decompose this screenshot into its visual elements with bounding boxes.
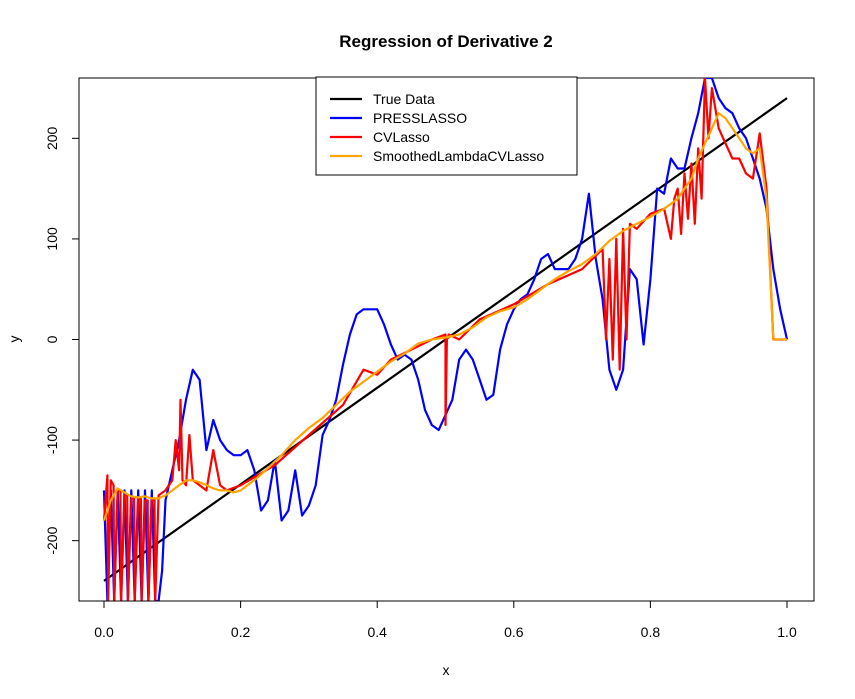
legend: True Data PRESSLASSO CVLasso SmoothedLambda… — [315, 76, 578, 176]
series-line-smoothedlambdacvlasso — [102, 112, 787, 521]
x-tick-label: 0.2 — [231, 624, 251, 640]
y-tick-label: -100 — [44, 426, 60, 454]
y-tick-label: 0 — [44, 335, 60, 343]
x-tick-label: 0.8 — [641, 624, 661, 640]
y-tick-label: -200 — [44, 526, 60, 554]
y-axis-label: y — [6, 336, 22, 343]
legend-label: SmoothedLambdaCVLasso — [373, 148, 544, 164]
x-tick-label: 0.6 — [504, 624, 524, 640]
legend-box — [315, 76, 578, 176]
x-tick-label: 0.4 — [367, 624, 387, 640]
chart-title: Regression of Derivative 2 — [339, 32, 553, 51]
x-axis-label: x — [443, 662, 450, 678]
legend-label: PRESSLASSO — [373, 110, 467, 126]
legend-label: CVLasso — [373, 129, 430, 145]
y-tick-label: 200 — [44, 126, 60, 150]
x-tick-label: 1.0 — [777, 624, 797, 640]
axes-layer: 0.0 0.2 0.4 0.6 0.8 1.0 -200 -100 0 100 200 — [44, 126, 797, 640]
y-tick-label: 100 — [44, 227, 60, 251]
series-layer — [102, 78, 789, 601]
x-tick-label: 0.0 — [94, 624, 114, 640]
legend-label: True Data — [373, 91, 435, 107]
